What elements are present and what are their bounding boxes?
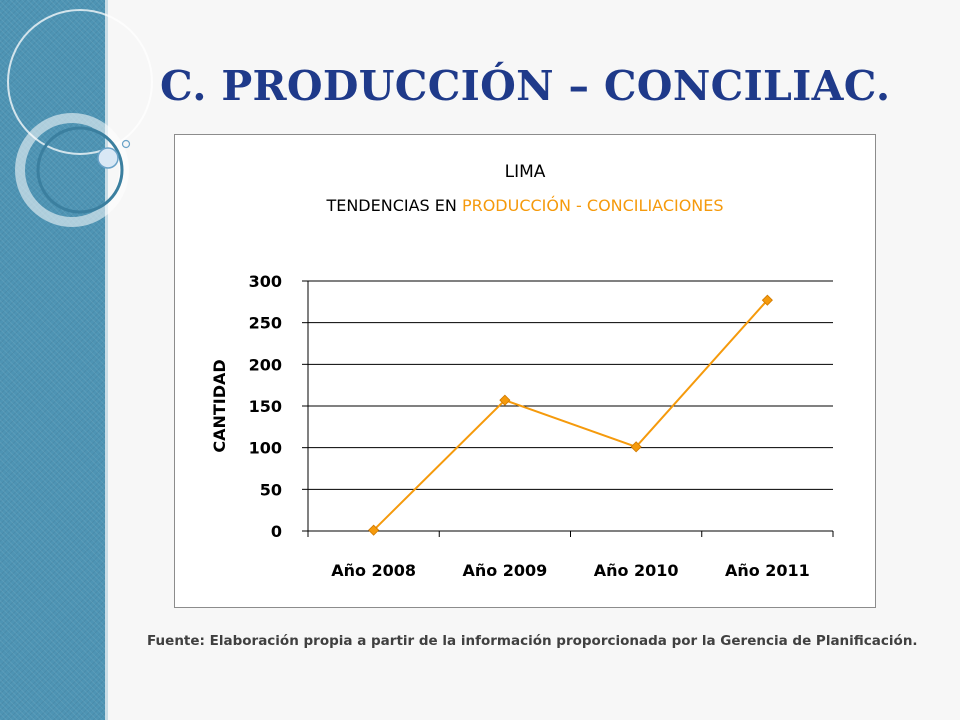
data-point-marker [761, 294, 773, 306]
y-tick-label: 250 [249, 314, 282, 333]
chart-container: LIMA TENDENCIAS EN PRODUCCIÓN - CONCILIAC… [174, 134, 876, 608]
x-tick-label: Año 2010 [594, 561, 679, 580]
decor-ring-large [7, 9, 153, 155]
chart-title-highlight: PRODUCCIÓN - CONCILIACIONES [462, 196, 724, 215]
series-line [372, 299, 769, 531]
side-band-edge [105, 0, 108, 720]
source-note: Fuente: Elaboración propia a partir de l… [147, 633, 918, 649]
decor-ring-medium [15, 113, 129, 227]
y-tick-label: 200 [249, 355, 282, 374]
decor-dot-small [121, 139, 131, 149]
chart-title-line2: TENDENCIAS EN PRODUCCIÓN - CONCILIACIONE… [325, 196, 723, 215]
x-tick-label: Año 2011 [725, 561, 810, 580]
data-point-marker [630, 441, 642, 453]
y-axis-label: CANTIDAD [210, 359, 229, 452]
data-point-marker [499, 394, 511, 406]
chart-title-prefix: TENDENCIAS EN [325, 196, 462, 215]
slide-title: C. PRODUCCIÓN – CONCILIAC. [160, 62, 891, 110]
y-tick-label: 50 [260, 480, 282, 499]
y-tick-label: 300 [249, 272, 282, 291]
decor-dot-large [97, 147, 119, 169]
line-chart: LIMA TENDENCIAS EN PRODUCCIÓN - CONCILIAC… [210, 162, 834, 580]
y-tick-label: 150 [249, 397, 282, 416]
x-tick-label: Año 2008 [331, 561, 416, 580]
y-tick-label: 0 [271, 522, 282, 541]
y-tick-label: 100 [249, 439, 282, 458]
chart-title-line1: LIMA [505, 162, 546, 182]
decor-ring-inner [36, 126, 124, 214]
data-point-marker [368, 524, 380, 536]
x-tick-label: Año 2009 [462, 561, 547, 580]
decorative-circles [7, 9, 153, 227]
